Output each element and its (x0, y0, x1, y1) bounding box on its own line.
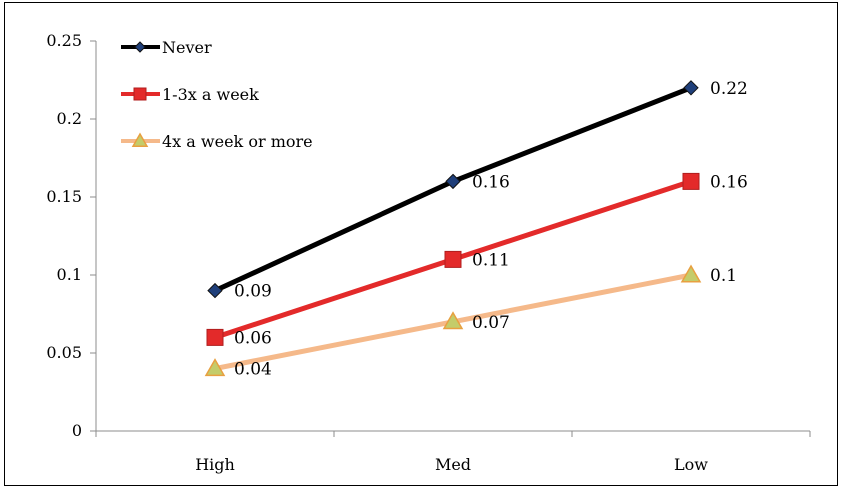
y-tick-label: 0.05 (46, 343, 82, 362)
x-tick-label: Low (674, 455, 708, 474)
series-layer: 0.09 0.16 0.22 0.06 0.11 0.16 0.04 0.07 0.1 (206, 79, 748, 380)
data-label: 0.07 (472, 313, 510, 333)
y-tick-label: 0.25 (46, 31, 82, 50)
x-tick-label: High (195, 455, 235, 474)
legend: Never 1-3x a week 4x a week or more (121, 38, 313, 151)
data-label: 0.04 (234, 360, 272, 380)
legend-label: 1-3x a week (162, 85, 259, 104)
legend-item: 1-3x a week (121, 85, 259, 104)
data-label: 0.09 (234, 282, 272, 302)
y-tick-label: 0.15 (46, 187, 82, 206)
data-point (683, 173, 699, 189)
y-tick-label: 0 (72, 421, 82, 440)
legend-item: Never (121, 38, 212, 57)
data-label: 0.22 (710, 79, 748, 99)
data-point (445, 251, 461, 267)
data-point (684, 81, 698, 95)
x-tick-label: Med (435, 455, 471, 474)
data-label: 0.11 (472, 250, 510, 270)
data-point (207, 329, 223, 345)
y-tick-label: 0.2 (57, 109, 82, 128)
legend-marker (135, 42, 145, 52)
series-3: 0.04 0.07 0.1 (206, 266, 737, 380)
legend-label: 4x a week or more (162, 132, 313, 151)
legend-label: Never (162, 38, 212, 57)
data-label: 0.06 (234, 328, 272, 348)
legend-marker (134, 88, 146, 100)
data-label: 0.16 (472, 172, 510, 192)
y-tick-label: 0.1 (57, 265, 82, 284)
data-label: 0.16 (710, 172, 748, 192)
axes: 0 0.05 0.1 0.15 0.2 0.25 High Med Low (46, 31, 810, 474)
legend-item: 4x a week or more (121, 132, 313, 151)
data-label: 0.1 (710, 266, 737, 286)
